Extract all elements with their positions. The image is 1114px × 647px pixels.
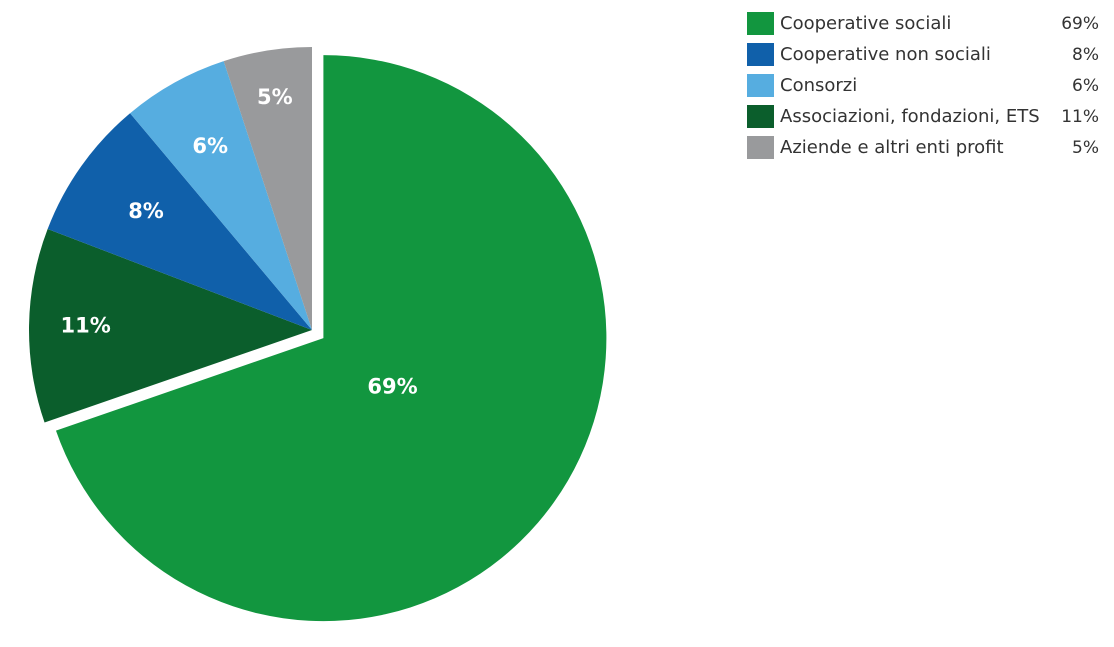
pie-slice-aziende-e-altri-enti-profit: [223, 47, 312, 330]
pie-slice-cooperative-non-sociali: [47, 113, 312, 331]
legend-item-cooperative-sociali: Cooperative sociali 69%: [747, 12, 1099, 36]
slice-label-aziende-e-altri-enti-profit: 5%: [257, 85, 293, 109]
legend-swatch: [747, 136, 774, 159]
slice-label-associazioni-fondazioni-ets: 11%: [60, 313, 110, 337]
legend-label: Consorzi: [780, 75, 858, 96]
legend-label: Associazioni, fondazioni, ETS: [780, 106, 1040, 127]
legend-value: 8%: [1072, 45, 1099, 65]
legend-swatch: [747, 74, 774, 97]
pie-slice-consorzi: [130, 61, 312, 330]
legend-item-consorzi: Consorzi 6%: [747, 74, 1099, 98]
legend-swatch: [747, 105, 774, 128]
legend-label: Aziende e altri enti profit: [780, 137, 1004, 158]
pie-slice-associazioni-fondazioni-ets: [28, 229, 312, 423]
slice-label-cooperative-sociali: 69%: [367, 374, 417, 398]
legend-swatch: [747, 43, 774, 66]
pie-slice-cooperative-sociali: [55, 55, 607, 622]
legend-value: 6%: [1072, 76, 1099, 96]
legend-value: 69%: [1061, 14, 1099, 34]
slice-label-cooperative-non-sociali: 8%: [128, 199, 164, 223]
legend-swatch: [747, 12, 774, 35]
legend-label: Cooperative sociali: [780, 13, 952, 34]
legend: Cooperative sociali 69% Cooperative non …: [747, 12, 1099, 167]
slice-label-consorzi: 6%: [192, 134, 228, 158]
legend-value: 5%: [1072, 138, 1099, 158]
pie-chart: 69% 11% 8% 6% 5%: [28, 47, 607, 622]
legend-item-aziende: Aziende e altri enti profit 5%: [747, 136, 1099, 160]
legend-item-associazioni: Associazioni, fondazioni, ETS 11%: [747, 105, 1099, 129]
legend-item-cooperative-non-sociali: Cooperative non sociali 8%: [747, 43, 1099, 67]
legend-label: Cooperative non sociali: [780, 44, 991, 65]
legend-value: 11%: [1061, 107, 1099, 127]
